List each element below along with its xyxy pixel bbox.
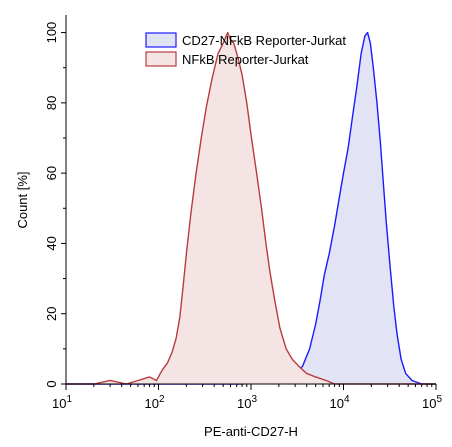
x-tick-label: 104 (329, 394, 349, 411)
y-tick-label: 20 (44, 306, 59, 320)
y-axis-label: Count [%] (15, 171, 30, 228)
x-axis-label: PE-anti-CD27-H (204, 424, 298, 439)
x-tick-label: 105 (422, 394, 442, 411)
legend-swatch (145, 51, 177, 67)
y-tick-label: 40 (44, 236, 59, 250)
series-line-cd27-nfkb (66, 31, 436, 385)
y-tick-label: 100 (44, 22, 59, 44)
x-tick-label: 102 (144, 394, 164, 411)
series-layer (66, 31, 436, 385)
legend-swatch (145, 32, 177, 48)
legend-label: CD27-NFkB Reporter-Jurkat (182, 33, 346, 48)
x-tick-label: 101 (52, 394, 72, 411)
series-line-nfkb (66, 31, 436, 385)
x-tick-label: 103 (237, 394, 257, 411)
legend-label: NFkB Reporter-Jurkat (182, 52, 309, 67)
series-fill-cd27-nfkb (66, 32, 436, 384)
y-tick-label: 0 (44, 380, 59, 387)
series-fill-nfkb (66, 32, 436, 384)
legend: CD27-NFkB Reporter-Jurkat NFkB Reporter-J… (145, 32, 346, 67)
y-tick-label: 80 (44, 96, 59, 110)
y-tick-label: 60 (44, 166, 59, 180)
